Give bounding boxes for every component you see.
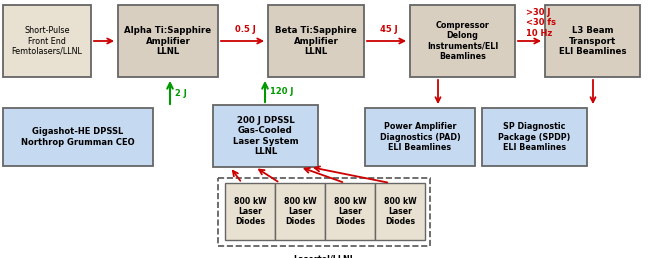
Bar xyxy=(375,183,425,240)
Text: L3 Beam
Transport
ELI Beamlines: L3 Beam Transport ELI Beamlines xyxy=(559,26,626,56)
Text: Power Amplifier
Diagnostics (PAD)
ELI Beamlines: Power Amplifier Diagnostics (PAD) ELI Be… xyxy=(380,122,460,152)
Bar xyxy=(3,108,153,166)
Bar xyxy=(118,5,218,77)
Text: 0.5 J: 0.5 J xyxy=(235,25,255,34)
Text: Compressor
Delong
Instruments/ELI
Beamlines: Compressor Delong Instruments/ELI Beamli… xyxy=(427,21,498,61)
Text: Gigashot-HE DPSSL
Northrop Grumman CEO: Gigashot-HE DPSSL Northrop Grumman CEO xyxy=(21,127,135,147)
Text: Alpha Ti:Sapphire
Amplifier
LLNL: Alpha Ti:Sapphire Amplifier LLNL xyxy=(124,26,211,56)
Bar xyxy=(3,5,91,77)
Bar xyxy=(225,183,275,240)
Bar xyxy=(482,108,587,166)
Text: Lasertel/LLNL: Lasertel/LLNL xyxy=(293,254,355,258)
Text: Short-Pulse
Front End
Femtolasers/LLNL: Short-Pulse Front End Femtolasers/LLNL xyxy=(12,26,83,56)
Text: 800 kW
Laser
Diodes: 800 kW Laser Diodes xyxy=(384,197,416,227)
Text: 2 J: 2 J xyxy=(175,88,187,98)
Text: 800 kW
Laser
Diodes: 800 kW Laser Diodes xyxy=(333,197,367,227)
Bar xyxy=(213,105,318,167)
Text: SP Diagnostic
Package (SPDP)
ELI Beamlines: SP Diagnostic Package (SPDP) ELI Beamlin… xyxy=(499,122,571,152)
Bar xyxy=(365,108,475,166)
Bar xyxy=(545,5,640,77)
Bar xyxy=(275,183,325,240)
Text: 800 kW
Laser
Diodes: 800 kW Laser Diodes xyxy=(234,197,266,227)
Bar xyxy=(218,178,430,246)
Text: 120 J: 120 J xyxy=(270,86,293,95)
Text: >30 J
<30 fs
10 Hz: >30 J <30 fs 10 Hz xyxy=(526,8,556,38)
Bar xyxy=(410,5,515,77)
Bar xyxy=(268,5,364,77)
Text: 800 kW
Laser
Diodes: 800 kW Laser Diodes xyxy=(283,197,317,227)
Text: Beta Ti:Sapphire
Amplifier
LLNL: Beta Ti:Sapphire Amplifier LLNL xyxy=(275,26,357,56)
Text: 45 J: 45 J xyxy=(380,25,398,34)
Text: 200 J DPSSL
Gas-Cooled
Laser System
LLNL: 200 J DPSSL Gas-Cooled Laser System LLNL xyxy=(233,116,298,156)
Bar xyxy=(325,183,375,240)
